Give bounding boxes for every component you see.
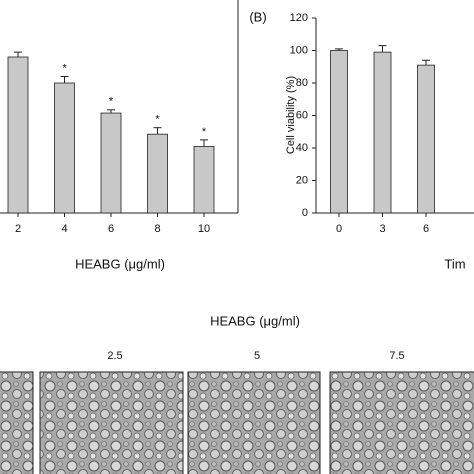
micrograph bbox=[187, 371, 321, 474]
y-tick-label: 40 bbox=[296, 142, 308, 154]
bar bbox=[417, 64, 435, 214]
x-tick-label: 2 bbox=[15, 223, 21, 235]
x-tick-label: 3 bbox=[379, 223, 385, 235]
x-tick-label: 0 bbox=[336, 223, 342, 235]
bar bbox=[7, 56, 29, 214]
micrograph bbox=[329, 371, 474, 474]
x-tick-label: 8 bbox=[154, 223, 160, 235]
x-tick-label: 4 bbox=[61, 223, 67, 235]
significance-mark: * bbox=[155, 114, 160, 126]
significance-mark: * bbox=[202, 126, 207, 138]
y-tick-label: 20 bbox=[296, 174, 308, 186]
y-tick-label: 120 bbox=[290, 12, 308, 24]
significance-mark: * bbox=[109, 96, 114, 108]
x-tick-label: 6 bbox=[108, 223, 114, 235]
panel-c-title: HEABG (μg/ml) bbox=[210, 313, 300, 328]
bar bbox=[193, 145, 215, 214]
y-tick-label: 100 bbox=[290, 44, 308, 56]
micrograph bbox=[0, 371, 34, 474]
x-tick-label: 10 bbox=[198, 223, 210, 235]
bar bbox=[373, 51, 392, 214]
y-tick-label: 60 bbox=[296, 109, 308, 121]
panel-label: (B) bbox=[249, 9, 266, 24]
y-axis-label: Cell viability (%) bbox=[285, 76, 297, 154]
panel-c-label: 5 bbox=[254, 350, 260, 362]
y-tick-label: 0 bbox=[302, 207, 308, 219]
bar bbox=[54, 82, 75, 214]
bar bbox=[147, 133, 168, 214]
bar bbox=[330, 50, 348, 214]
y-tick-label: 80 bbox=[296, 77, 308, 89]
panel-c-label: 2.5 bbox=[107, 350, 122, 362]
micrograph bbox=[39, 371, 184, 474]
significance-mark: * bbox=[62, 62, 67, 74]
bar bbox=[100, 112, 122, 214]
x-tick-label: 6 bbox=[423, 223, 429, 235]
panel-c-label: 7.5 bbox=[389, 350, 404, 362]
x-axis-label: Tim bbox=[444, 256, 465, 271]
x-axis-label: HEABG (μg/ml) bbox=[75, 256, 165, 271]
